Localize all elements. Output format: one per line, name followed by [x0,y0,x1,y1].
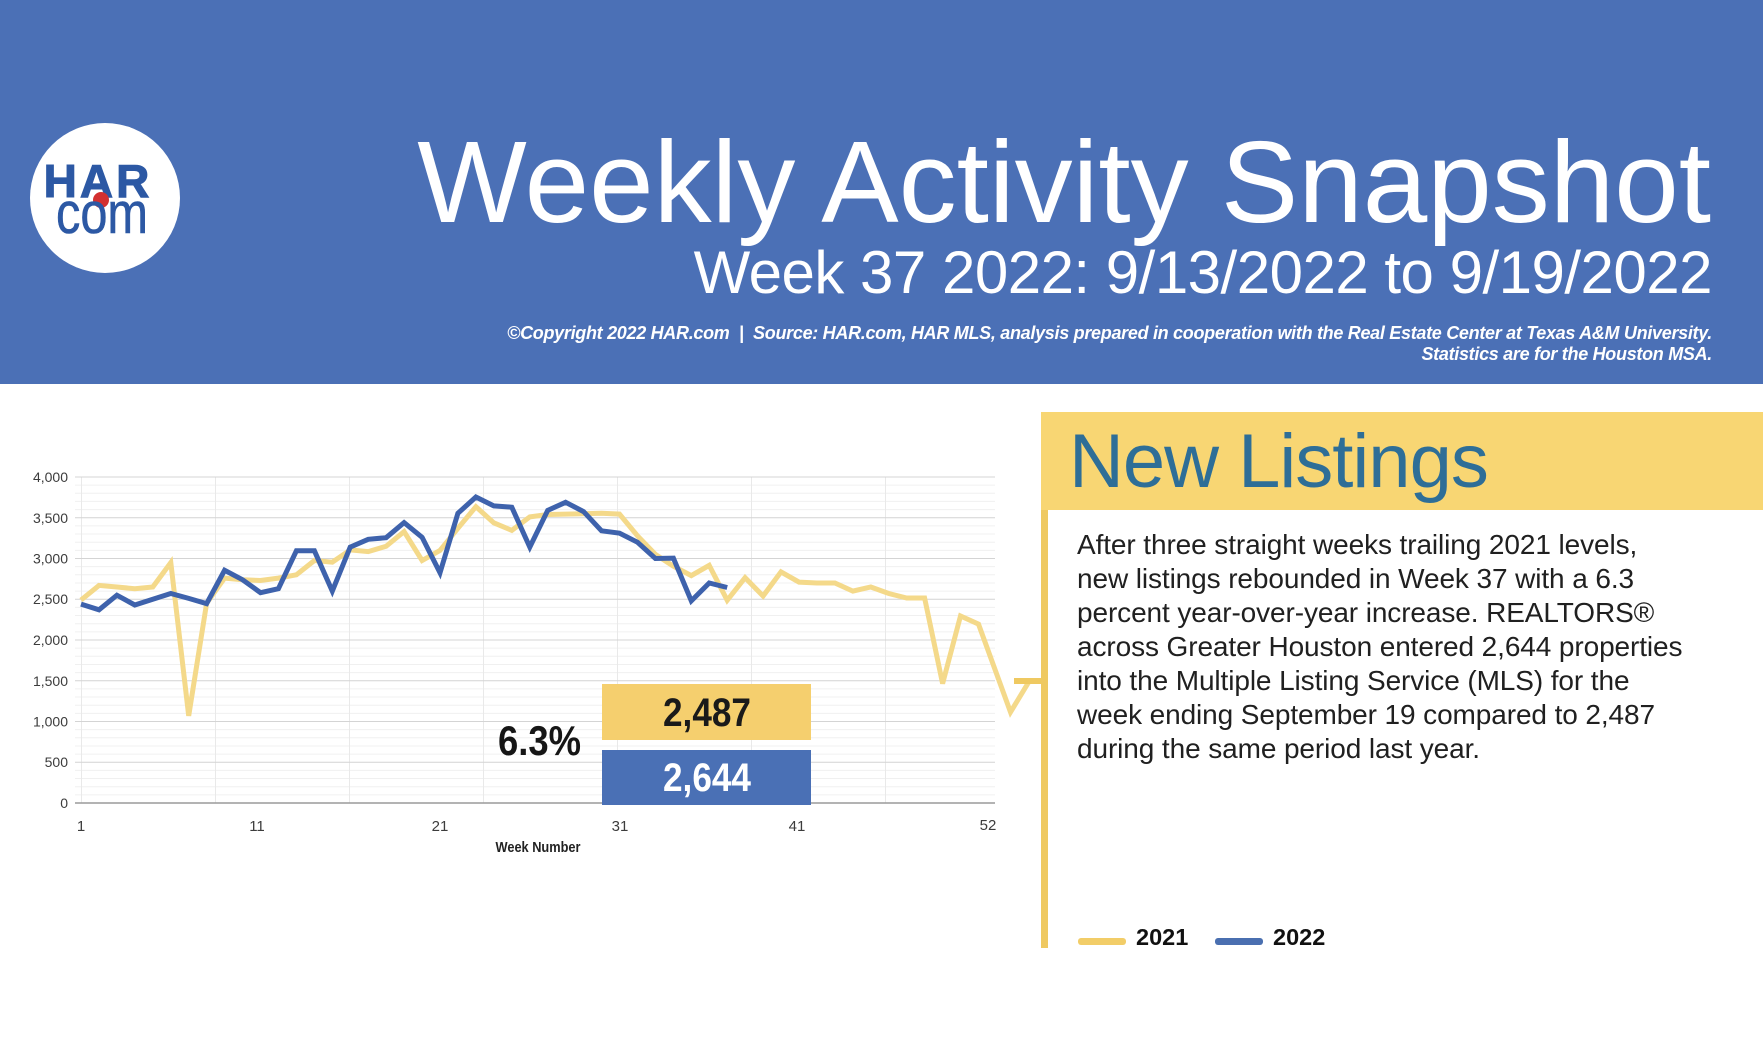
svg-text:31: 31 [612,818,629,835]
svg-text:2,000: 2,000 [33,632,68,648]
svg-text:4,000: 4,000 [33,469,68,485]
svg-text:41: 41 [789,818,806,835]
svg-text:Week Number: Week Number [496,840,581,856]
svg-text:1,500: 1,500 [33,673,68,689]
svg-text:2,500: 2,500 [33,591,68,607]
svg-text:2,644: 2,644 [663,756,752,800]
svg-text:52: 52 [980,817,997,834]
svg-text:500: 500 [45,754,69,770]
svg-text:0: 0 [60,795,68,811]
svg-text:2,487: 2,487 [663,691,751,735]
svg-text:3,500: 3,500 [33,510,68,526]
svg-text:6.3%: 6.3% [498,717,581,764]
svg-text:21: 21 [432,818,449,835]
svg-text:1: 1 [77,818,85,835]
svg-text:11: 11 [249,818,265,835]
svg-text:3,000: 3,000 [33,551,68,567]
svg-text:1,000: 1,000 [33,714,68,730]
